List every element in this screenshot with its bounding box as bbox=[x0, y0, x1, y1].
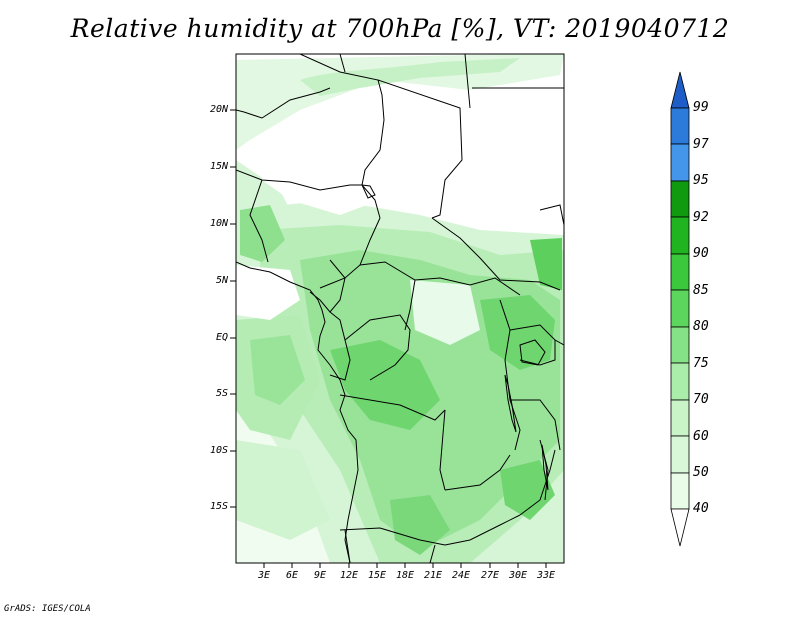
rh-80-patch-a bbox=[330, 340, 440, 430]
border-north-3 bbox=[464, 54, 471, 109]
lon-label: 6E bbox=[285, 570, 299, 581]
rh-70-gulf bbox=[250, 335, 305, 405]
rh-80-patch-d bbox=[390, 495, 450, 555]
lon-label: 3E bbox=[257, 570, 271, 581]
lon-label: 18E bbox=[395, 570, 415, 581]
colorbar-label: 92 bbox=[693, 210, 709, 225]
colorbar-seg-80 bbox=[670, 326, 690, 364]
lon-label: 24E bbox=[451, 570, 471, 581]
colorbar-label: 95 bbox=[693, 173, 709, 188]
lat-label: 15S bbox=[209, 501, 228, 512]
lat-label: 20N bbox=[209, 104, 228, 115]
lon-label: 30E bbox=[508, 570, 528, 581]
colorbar-label: 99 bbox=[693, 100, 709, 115]
border-uganda bbox=[509, 324, 556, 366]
colorbar-seg-90 bbox=[670, 253, 690, 291]
rh-80-patch-b bbox=[480, 295, 555, 370]
border-angola-south bbox=[339, 527, 446, 546]
lat-label: 10S bbox=[209, 445, 228, 456]
dry-pocket-central bbox=[410, 280, 480, 345]
rh-60-south-ocean bbox=[236, 440, 330, 540]
colorbar bbox=[670, 71, 690, 547]
lake-tanganyika bbox=[504, 374, 517, 433]
rh-60-region-north bbox=[300, 58, 520, 96]
colorbar-label: 60 bbox=[693, 429, 709, 444]
dry-pocket-east-sahara bbox=[470, 85, 564, 225]
border-zambia-south bbox=[444, 514, 521, 546]
colorbar-seg-92 bbox=[670, 216, 690, 255]
colorbar-top-arrow bbox=[670, 71, 690, 109]
border-north-1 bbox=[299, 54, 385, 219]
rh-70-northwest bbox=[240, 205, 285, 262]
border-congo bbox=[344, 314, 411, 381]
colorbar-seg-60 bbox=[670, 435, 690, 474]
border-zambia bbox=[444, 454, 511, 491]
border-sahel-west bbox=[236, 169, 362, 191]
lon-label: 12E bbox=[339, 570, 359, 581]
colorbar-seg-85 bbox=[670, 289, 690, 328]
colorbar-bottom-arrow bbox=[670, 508, 690, 547]
colorbar-label: 97 bbox=[693, 137, 709, 152]
border-drc-east bbox=[499, 299, 521, 451]
plot-frame bbox=[235, 53, 565, 564]
border-mozambique bbox=[519, 449, 556, 516]
lake-malawi bbox=[541, 444, 549, 491]
lon-label: 21E bbox=[423, 570, 443, 581]
map-title: Relative humidity at 700hPa [%], VT: 201… bbox=[70, 14, 730, 43]
lake-chad bbox=[361, 184, 376, 199]
colorbar-label: 85 bbox=[693, 283, 709, 298]
colorbar-seg-99 bbox=[670, 107, 690, 145]
colorbar-seg-70 bbox=[670, 399, 690, 437]
colorbar-label: 90 bbox=[693, 246, 709, 261]
lat-label: 15N bbox=[209, 161, 228, 172]
border-car bbox=[359, 261, 521, 296]
dry-pocket-sahel bbox=[260, 140, 380, 215]
border-nigeria bbox=[249, 179, 269, 263]
coastline-north-gulf bbox=[236, 87, 331, 119]
lat-label: 5N bbox=[215, 275, 228, 286]
border-tanzania bbox=[510, 399, 561, 451]
rh-85-patch bbox=[530, 238, 562, 290]
border-drc-north bbox=[404, 279, 416, 331]
colorbar-seg-97 bbox=[670, 143, 690, 182]
border-ethiopia bbox=[539, 204, 564, 226]
colorbar-seg-50 bbox=[670, 472, 690, 510]
lat-label: EQ bbox=[215, 332, 228, 343]
rh-80-patch-c bbox=[500, 460, 555, 520]
lon-label: 33E bbox=[536, 570, 556, 581]
coastline-west bbox=[236, 261, 359, 563]
tick-marks bbox=[230, 109, 547, 568]
border-north-2 bbox=[377, 79, 463, 219]
lon-label: 9E bbox=[313, 570, 327, 581]
border-gabon bbox=[329, 311, 351, 381]
border-kenya bbox=[554, 339, 564, 346]
border-botswana bbox=[429, 544, 436, 563]
colorbar-label: 40 bbox=[693, 501, 709, 516]
border-north-5 bbox=[339, 54, 346, 73]
border-angola-east bbox=[439, 409, 446, 491]
border-angola-north bbox=[339, 394, 446, 421]
colorbar-label: 75 bbox=[693, 356, 709, 371]
colorbar-label: 80 bbox=[693, 319, 709, 334]
border-cameroon bbox=[309, 259, 346, 313]
lon-label: 27E bbox=[480, 570, 500, 581]
country-borders bbox=[236, 54, 564, 563]
credit-label: GrADS: IGES/COLA bbox=[4, 604, 91, 614]
lon-label: 15E bbox=[367, 570, 387, 581]
border-sudan bbox=[431, 217, 561, 291]
colorbar-seg-95 bbox=[670, 180, 690, 218]
lat-label: 10N bbox=[209, 218, 228, 229]
colorbar-label: 50 bbox=[693, 465, 709, 480]
lake-victoria bbox=[519, 339, 546, 366]
colorbar-seg-75 bbox=[670, 362, 690, 401]
colorbar-label: 70 bbox=[693, 392, 709, 407]
humidity-field bbox=[236, 54, 564, 563]
lat-label: 5S bbox=[215, 388, 228, 399]
